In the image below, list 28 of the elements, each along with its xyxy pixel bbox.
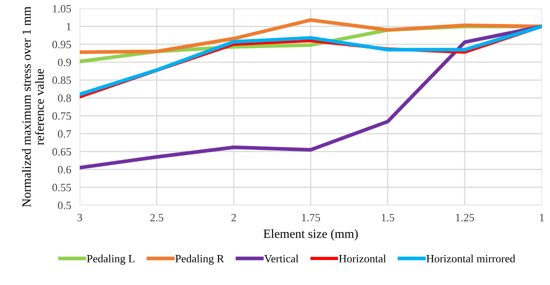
x-tick-label: 1 (540, 214, 544, 222)
y-tick-label: 0.85 (52, 76, 71, 84)
x-tick-label: 1.75 (302, 214, 320, 222)
y-tick-label: 1.05 (52, 5, 71, 13)
legend-label: Pedaling L (86, 254, 134, 265)
x-tick-label: 1.5 (382, 214, 394, 222)
y-tick-label: 0.5 (58, 202, 71, 210)
y-axis-title: Normalized maximum stress over 1 mm reference value (22, 6, 44, 208)
legend-label: Pedaling R (175, 254, 224, 265)
y-tick-label: 0.6 (58, 166, 72, 174)
line-series (80, 24, 542, 170)
y-tick-label: 0.9 (58, 58, 71, 66)
x-tick-label: 1.25 (456, 214, 474, 222)
legend-label: Horizontal mirrored (426, 254, 516, 262)
legend-label: Vertical (264, 254, 298, 262)
line-series (80, 18, 542, 54)
y-tick-label: 0.7 (58, 130, 72, 138)
y-tick-label: 0.55 (52, 184, 71, 192)
y-tick-label: 1 (66, 22, 71, 30)
y-tick-label: 0.8 (58, 94, 71, 102)
x-tick-label: 2 (231, 214, 236, 222)
y-tick-label: 0.75 (52, 112, 71, 120)
legend-label: Horizontal (338, 254, 386, 262)
x-axis-title: Element size (mm) (264, 229, 358, 240)
x-tick-label: 3 (78, 214, 82, 222)
y-tick-label: 0.95 (52, 40, 71, 48)
x-tick-label: 2.5 (150, 214, 164, 222)
y-tick-label: 0.65 (52, 148, 71, 156)
